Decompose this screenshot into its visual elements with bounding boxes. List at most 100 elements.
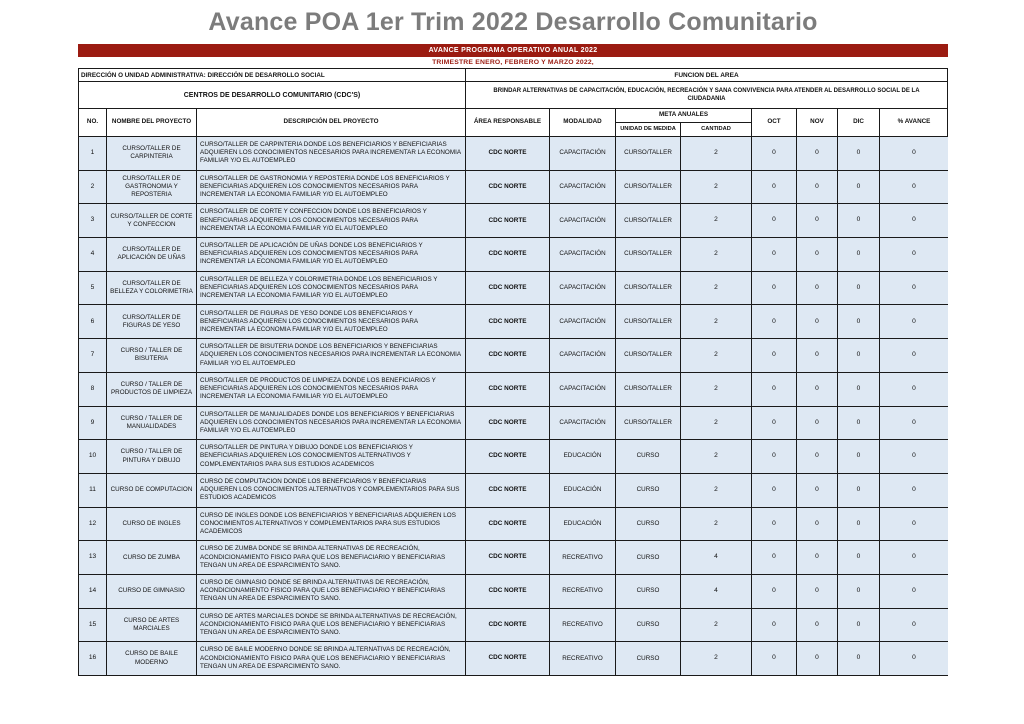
cell-dic: 0 — [838, 204, 880, 238]
cell-avance: 0 — [880, 170, 948, 204]
cell-unidad: CURSO — [616, 440, 681, 473]
cell-nombre: CURSO / TALLER DE BISUTERIA — [107, 339, 197, 372]
cell-oct: 0 — [752, 406, 797, 440]
table-row: 10 CURSO / TALLER DE PINTURA Y DIBUJO CURS… — [79, 440, 948, 474]
table-row: 5 CURSO/TALLER DE BELLEZA Y COLORIMETRIA C… — [79, 271, 948, 306]
cell-area: CDC NORTE — [466, 372, 550, 406]
cell-unidad: CURSO/TALLER — [616, 271, 681, 305]
cell-nov: 0 — [797, 507, 838, 541]
cell-avance: 0 — [880, 305, 948, 339]
header-unidad: UNIDAD DE MEDIDA — [616, 123, 681, 136]
info-row-values: CENTROS DE DESARROLLO COMUNITARIO (CDC'S… — [79, 82, 947, 109]
cell-nombre: CURSO / TALLER DE PRODUCTOS DE LIMPIEZA — [107, 372, 197, 406]
cell-dic: 0 — [838, 372, 880, 406]
cell-dic: 0 — [838, 238, 880, 271]
cell-descripcion: CURSO DE COMPUTACION DONDE LOS BENEFICIA… — [197, 473, 466, 507]
cell-nov: 0 — [797, 473, 838, 507]
cell-unidad: CURSO/TALLER — [616, 204, 681, 238]
cell-modalidad: RECREATIVO — [550, 541, 616, 574]
cell-avance: 0 — [880, 238, 948, 271]
cell-modalidad: RECREATIVO — [550, 574, 616, 608]
cell-nombre: CURSO DE ARTES MARCIALES — [107, 608, 197, 642]
cell-area: CDC NORTE — [466, 170, 550, 204]
cell-descripcion: CURSO DE ARTES MARCIALES DONDE SE BRINDA… — [197, 608, 466, 642]
cell-no: 2 — [79, 170, 107, 204]
cell-descripcion: CURSO DE BAILE MODERNO DONDE SE BRINDA A… — [197, 642, 466, 675]
cell-modalidad: CAPACITACIÓN — [550, 406, 616, 440]
cell-cantidad: 2 — [681, 608, 752, 642]
cell-nombre: CURSO/TALLER DE APLICACIÓN DE UÑAS — [107, 238, 197, 271]
cell-modalidad: EDUCACIÓN — [550, 507, 616, 541]
cell-area: CDC NORTE — [466, 137, 550, 170]
cell-nombre: CURSO / TALLER DE PINTURA Y DIBUJO — [107, 440, 197, 473]
table-row: 8 CURSO / TALLER DE PRODUCTOS DE LIMPIEZA… — [79, 372, 948, 407]
cell-area: CDC NORTE — [466, 339, 550, 372]
cell-nov: 0 — [797, 406, 838, 440]
report-table: DIRECCIÓN O UNIDAD ADMINISTRATIVA: DIREC… — [78, 68, 948, 676]
banner-bar: AVANCE PROGRAMA OPERATIVO ANUAL 2022 — [78, 44, 948, 57]
column-headers: NO. NOMBRE DEL PROYECTO DESCRIPCIÓN DEL … — [79, 109, 947, 137]
cell-area: CDC NORTE — [466, 440, 550, 473]
cell-dic: 0 — [838, 473, 880, 507]
cell-no: 1 — [79, 137, 107, 170]
header-modalidad: MODALIDAD — [550, 109, 616, 136]
header-oct: OCT — [752, 109, 797, 136]
cell-modalidad: CAPACITACIÓN — [550, 204, 616, 238]
header-nombre: NOMBRE DEL PROYECTO — [107, 109, 197, 136]
cell-no: 13 — [79, 541, 107, 574]
cell-descripcion: CURSO/TALLER DE APLICACIÓN DE UÑAS DONDE… — [197, 238, 466, 271]
banner-text: AVANCE PROGRAMA OPERATIVO ANUAL 2022 — [428, 47, 598, 54]
direccion-label: DIRECCIÓN O UNIDAD ADMINISTRATIVA: DIREC… — [79, 69, 466, 81]
cell-nombre: CURSO DE ZUMBA — [107, 541, 197, 574]
cell-oct: 0 — [752, 541, 797, 574]
cell-dic: 0 — [838, 507, 880, 541]
cell-oct: 0 — [752, 574, 797, 608]
cell-area: CDC NORTE — [466, 507, 550, 541]
cell-oct: 0 — [752, 608, 797, 642]
cell-cantidad: 4 — [681, 574, 752, 608]
cell-oct: 0 — [752, 507, 797, 541]
cell-nov: 0 — [797, 170, 838, 204]
cell-oct: 0 — [752, 137, 797, 170]
cell-dic: 0 — [838, 271, 880, 305]
table-row: 15 CURSO DE ARTES MARCIALES CURSO DE ARTES… — [79, 608, 948, 643]
cell-descripcion: CURSO/TALLER DE CORTE Y CONFECCION DONDE… — [197, 204, 466, 238]
table-row: 16 CURSO DE BAILE MODERNO CURSO DE BAILE M… — [79, 642, 948, 675]
cell-oct: 0 — [752, 372, 797, 406]
header-meta-anuales: META ANUALES — [616, 109, 752, 123]
cell-unidad: CURSO — [616, 608, 681, 642]
table-row: 9 CURSO / TALLER DE MANUALIDADES CURSO/TAL… — [79, 406, 948, 441]
cell-nov: 0 — [797, 204, 838, 238]
table-row: 1 CURSO/TALLER DE CARPINTERIA CURSO/TALLER… — [79, 137, 948, 171]
cell-modalidad: EDUCACIÓN — [550, 473, 616, 507]
cell-descripcion: CURSO/TALLER DE PINTURA Y DIBUJO DONDE L… — [197, 440, 466, 473]
cell-cantidad: 2 — [681, 305, 752, 339]
cell-area: CDC NORTE — [466, 642, 550, 675]
cell-oct: 0 — [752, 440, 797, 473]
cell-nov: 0 — [797, 642, 838, 675]
cell-nov: 0 — [797, 440, 838, 473]
cell-unidad: CURSO/TALLER — [616, 238, 681, 271]
cell-descripcion: CURSO/TALLER DE PRODUCTOS DE LIMPIEZA DO… — [197, 372, 466, 406]
cell-avance: 0 — [880, 574, 948, 608]
funcion-text: BRINDAR ALTERNATIVAS DE CAPACITACIÓN, ED… — [493, 87, 920, 102]
header-nov: NOV — [797, 109, 838, 136]
cell-avance: 0 — [880, 473, 948, 507]
cell-nombre: CURSO DE COMPUTACION — [107, 473, 197, 507]
cell-unidad: CURSO — [616, 642, 681, 675]
cell-unidad: CURSO/TALLER — [616, 339, 681, 372]
cell-nov: 0 — [797, 339, 838, 372]
cell-cantidad: 2 — [681, 473, 752, 507]
cell-nombre: CURSO/TALLER DE FIGURAS DE YESO — [107, 305, 197, 339]
cell-no: 14 — [79, 574, 107, 608]
cell-oct: 0 — [752, 305, 797, 339]
cell-descripcion: CURSO/TALLER DE FIGURAS DE YESO DONDE LO… — [197, 305, 466, 339]
cell-unidad: CURSO/TALLER — [616, 372, 681, 406]
cell-dic: 0 — [838, 137, 880, 170]
cell-cantidad: 2 — [681, 372, 752, 406]
cell-oct: 0 — [752, 271, 797, 305]
cell-dic: 0 — [838, 574, 880, 608]
cell-modalidad: CAPACITACIÓN — [550, 170, 616, 204]
cell-nov: 0 — [797, 372, 838, 406]
